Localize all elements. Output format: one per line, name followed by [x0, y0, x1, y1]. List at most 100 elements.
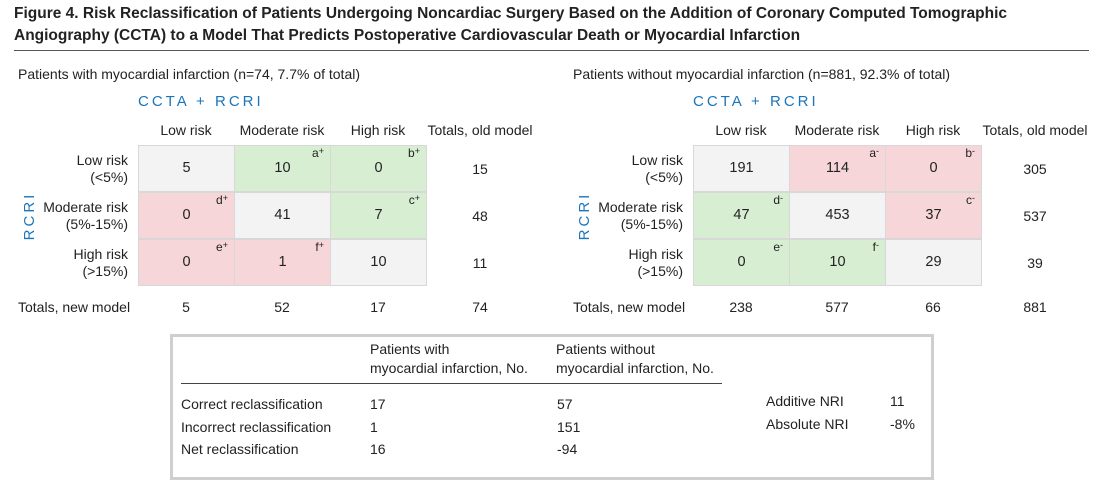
summary-label: Net reclassification [181, 441, 299, 457]
row-total: 48 [472, 208, 488, 224]
totals-label: Totals, new model [18, 299, 131, 315]
cell-value: 10 [274, 160, 291, 176]
row-total: 537 [1023, 208, 1047, 224]
matrix-cell: 191 [693, 145, 790, 192]
note-sign: - [780, 240, 783, 250]
note-sign: + [318, 146, 324, 156]
column-total: 238 [729, 299, 753, 315]
summary-header: Patients without [556, 341, 655, 357]
note-letter: c [408, 193, 415, 207]
note-letter: e [216, 240, 223, 254]
row-label-range: (<5%) [90, 169, 128, 185]
matrix-cell: 5 [138, 145, 235, 192]
cell-value: 453 [825, 207, 850, 223]
column-total: 881 [1023, 299, 1047, 315]
matrix-cell: 37 c- [885, 192, 982, 239]
note-sign: + [222, 193, 228, 203]
note-letter: b [965, 146, 972, 160]
note-sign: - [780, 193, 783, 203]
matrix-cell: 7 c+ [330, 192, 427, 239]
matrix-cell: 47 d- [693, 192, 790, 239]
summary-header: myocardial infarction, No. [370, 360, 528, 376]
column-header: Low risk [715, 122, 767, 138]
cell-value: 10 [370, 254, 387, 270]
cell-value: 0 [929, 160, 938, 176]
row-label: Moderate risk [43, 199, 128, 215]
matrix-cell: 10 [330, 239, 427, 286]
cell-note: e+ [216, 240, 228, 254]
cell-value: 10 [829, 254, 846, 270]
cell-value: 0 [374, 160, 383, 176]
cell-value: 0 [737, 254, 746, 270]
summary-value: 16 [370, 441, 386, 457]
note-letter: e [773, 240, 780, 254]
matrix-cell: 41 [234, 192, 331, 239]
note-sign: - [972, 146, 975, 156]
totals-label: Totals, new model [573, 299, 686, 315]
note-sign: + [222, 240, 228, 250]
column-total: 17 [370, 299, 386, 315]
nri-label: Additive NRI [766, 393, 844, 409]
cell-note: c- [966, 193, 975, 207]
note-sign: + [318, 240, 324, 250]
matrix-cell: 0 b- [885, 145, 982, 192]
nri-value: -8% [890, 416, 915, 432]
matrix-cell: 10 a+ [234, 145, 331, 192]
matrix-cell: 453 [789, 192, 886, 239]
row-label: Moderate risk [598, 199, 683, 215]
note-letter: d [773, 193, 780, 207]
title-rule [14, 50, 1089, 51]
matrix-cell: 29 [885, 239, 982, 286]
cell-note: d- [773, 193, 783, 207]
row-label-range: (>15%) [637, 263, 683, 279]
note-letter: b [408, 146, 415, 160]
column-total: 5 [182, 299, 190, 315]
summary-header: Patients with [370, 341, 450, 357]
column-total: 66 [925, 299, 941, 315]
summary-value: -94 [557, 441, 578, 457]
matrix-cell: 0 b+ [330, 145, 427, 192]
cell-note: a+ [312, 146, 324, 160]
cell-note: f- [872, 240, 879, 254]
cell-value: 7 [374, 207, 383, 223]
note-sign: - [876, 240, 879, 250]
note-sign: + [414, 146, 420, 156]
row-total: 305 [1023, 161, 1047, 177]
note-sign: + [414, 193, 420, 203]
note-sign: - [972, 193, 975, 203]
row-label-range: (5%-15%) [65, 216, 128, 232]
cell-value: 0 [182, 207, 191, 223]
cell-note: a- [869, 147, 879, 160]
summary-box [170, 334, 934, 480]
column-total: 74 [472, 299, 488, 315]
note-letter: f [872, 240, 876, 254]
matrix-cell: 10 f- [789, 239, 886, 286]
nri-label: Absolute NRI [766, 416, 849, 432]
cell-value: 41 [274, 207, 291, 223]
column-header: Moderate risk [239, 122, 325, 138]
summary-value: 17 [370, 396, 386, 412]
column-header: High risk [350, 122, 406, 138]
column-header: Moderate risk [794, 122, 880, 138]
summary-header: myocardial infarction, No. [556, 360, 714, 376]
matrix-cell: 1 f+ [234, 239, 331, 286]
column-header: Totals, old model [427, 122, 533, 138]
row-label: High risk [73, 246, 128, 262]
cell-note: c+ [408, 193, 420, 207]
column-total: 52 [274, 299, 290, 315]
row-total: 11 [472, 255, 488, 271]
summary-label: Correct reclassification [181, 396, 323, 412]
cell-value: 37 [925, 207, 942, 223]
summary-value: 1 [370, 418, 378, 435]
nri-value: 11 [890, 393, 905, 409]
column-header: Totals, old model [982, 122, 1088, 138]
cell-note: f+ [315, 240, 324, 254]
column-total: 577 [825, 299, 849, 315]
cell-value: 5 [182, 160, 191, 176]
column-group: CCTA + RCRI [693, 93, 819, 110]
matrix-cell: 0 d+ [138, 192, 235, 239]
summary-label: Incorrect reclassification [181, 418, 332, 435]
cell-value: 47 [733, 207, 750, 223]
matrix-cell: 0 e+ [138, 239, 235, 286]
